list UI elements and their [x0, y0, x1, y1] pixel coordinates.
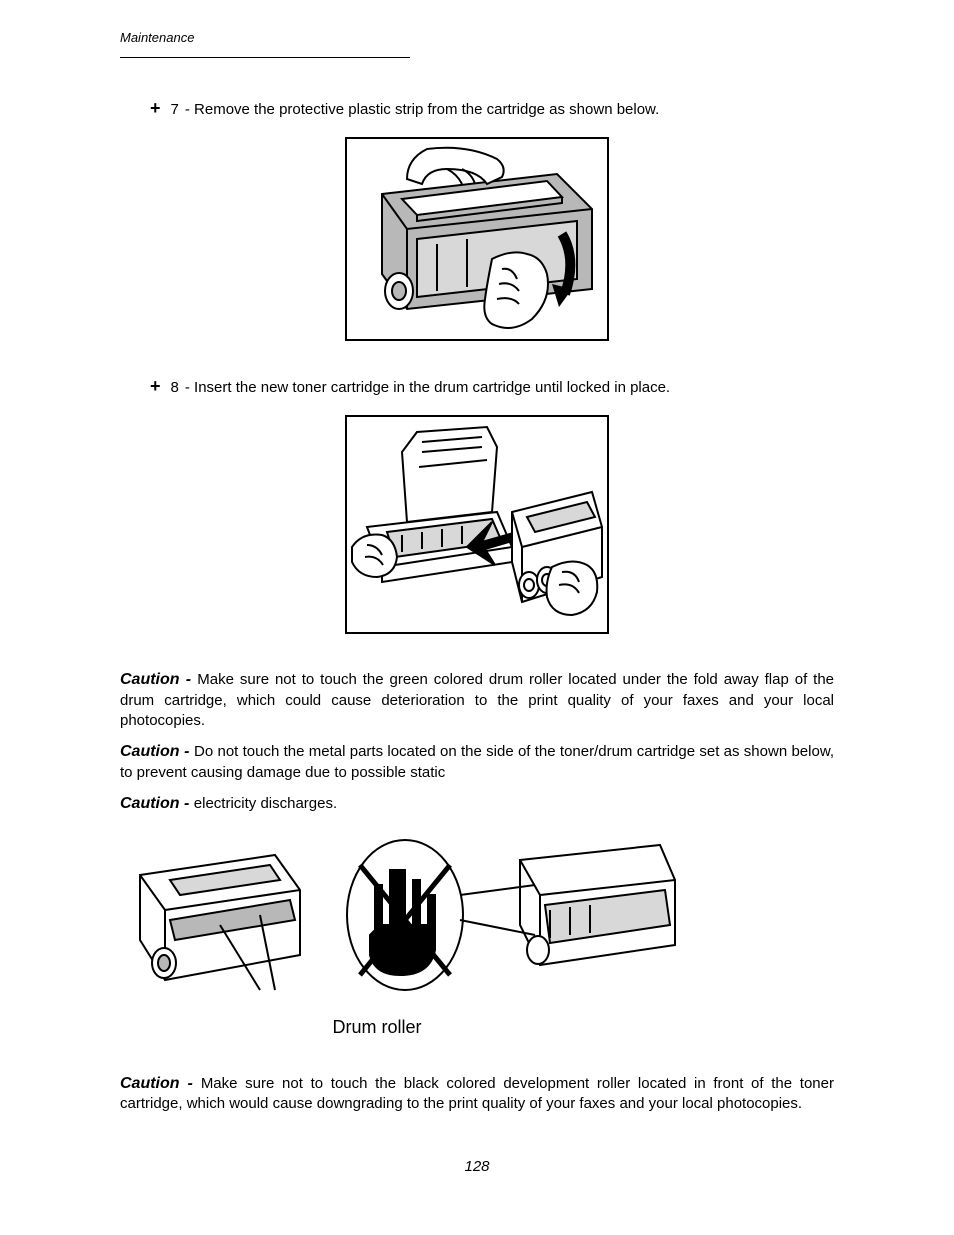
- step-number: 7: [171, 101, 179, 118]
- figure-step-8: [120, 415, 834, 639]
- page-header: Maintenance: [120, 30, 410, 58]
- caution-4: Caution - Make sure not to touch the bla…: [120, 1073, 834, 1115]
- step-number: 8: [171, 379, 179, 396]
- caution-text: Do not touch the metal parts located on …: [120, 743, 834, 781]
- caution-2: Caution - Do not touch the metal parts l…: [120, 741, 834, 783]
- caution-label: Caution -: [120, 1075, 201, 1092]
- step-text: - Insert the new toner cartridge in the …: [185, 379, 834, 396]
- bullet-icon: +: [150, 98, 161, 119]
- figure-caution: Drum roller: [120, 825, 834, 1038]
- caution-1: Caution - Make sure not to touch the gre…: [120, 669, 834, 731]
- step-text: - Remove the protective plastic strip fr…: [185, 101, 834, 118]
- page-content: Maintenance + 7 - Remove the protective …: [0, 0, 954, 1114]
- insert-cartridge-illustration: [347, 417, 607, 632]
- caution-3: Caution - electricity discharges.: [120, 793, 834, 815]
- caution-label: Caution -: [120, 795, 194, 812]
- drum-roller-label: Drum roller: [0, 1017, 834, 1038]
- caution-label: Caution -: [120, 743, 194, 760]
- caution-text: Make sure not to touch the green colored…: [120, 671, 834, 729]
- bullet-icon: +: [150, 376, 161, 397]
- drum-roller-illustration: [120, 825, 680, 1025]
- step-8: + 8 - Insert the new toner cartridge in …: [120, 376, 834, 397]
- figure-step-7: [120, 137, 834, 346]
- step-7: + 7 - Remove the protective plastic stri…: [120, 98, 834, 119]
- cartridge-strip-illustration: [347, 139, 607, 339]
- caution-text: electricity discharges.: [194, 795, 337, 812]
- page-number: 128: [0, 1158, 954, 1175]
- caution-label: Caution -: [120, 671, 197, 688]
- caution-text: Make sure not to touch the black colored…: [120, 1075, 834, 1113]
